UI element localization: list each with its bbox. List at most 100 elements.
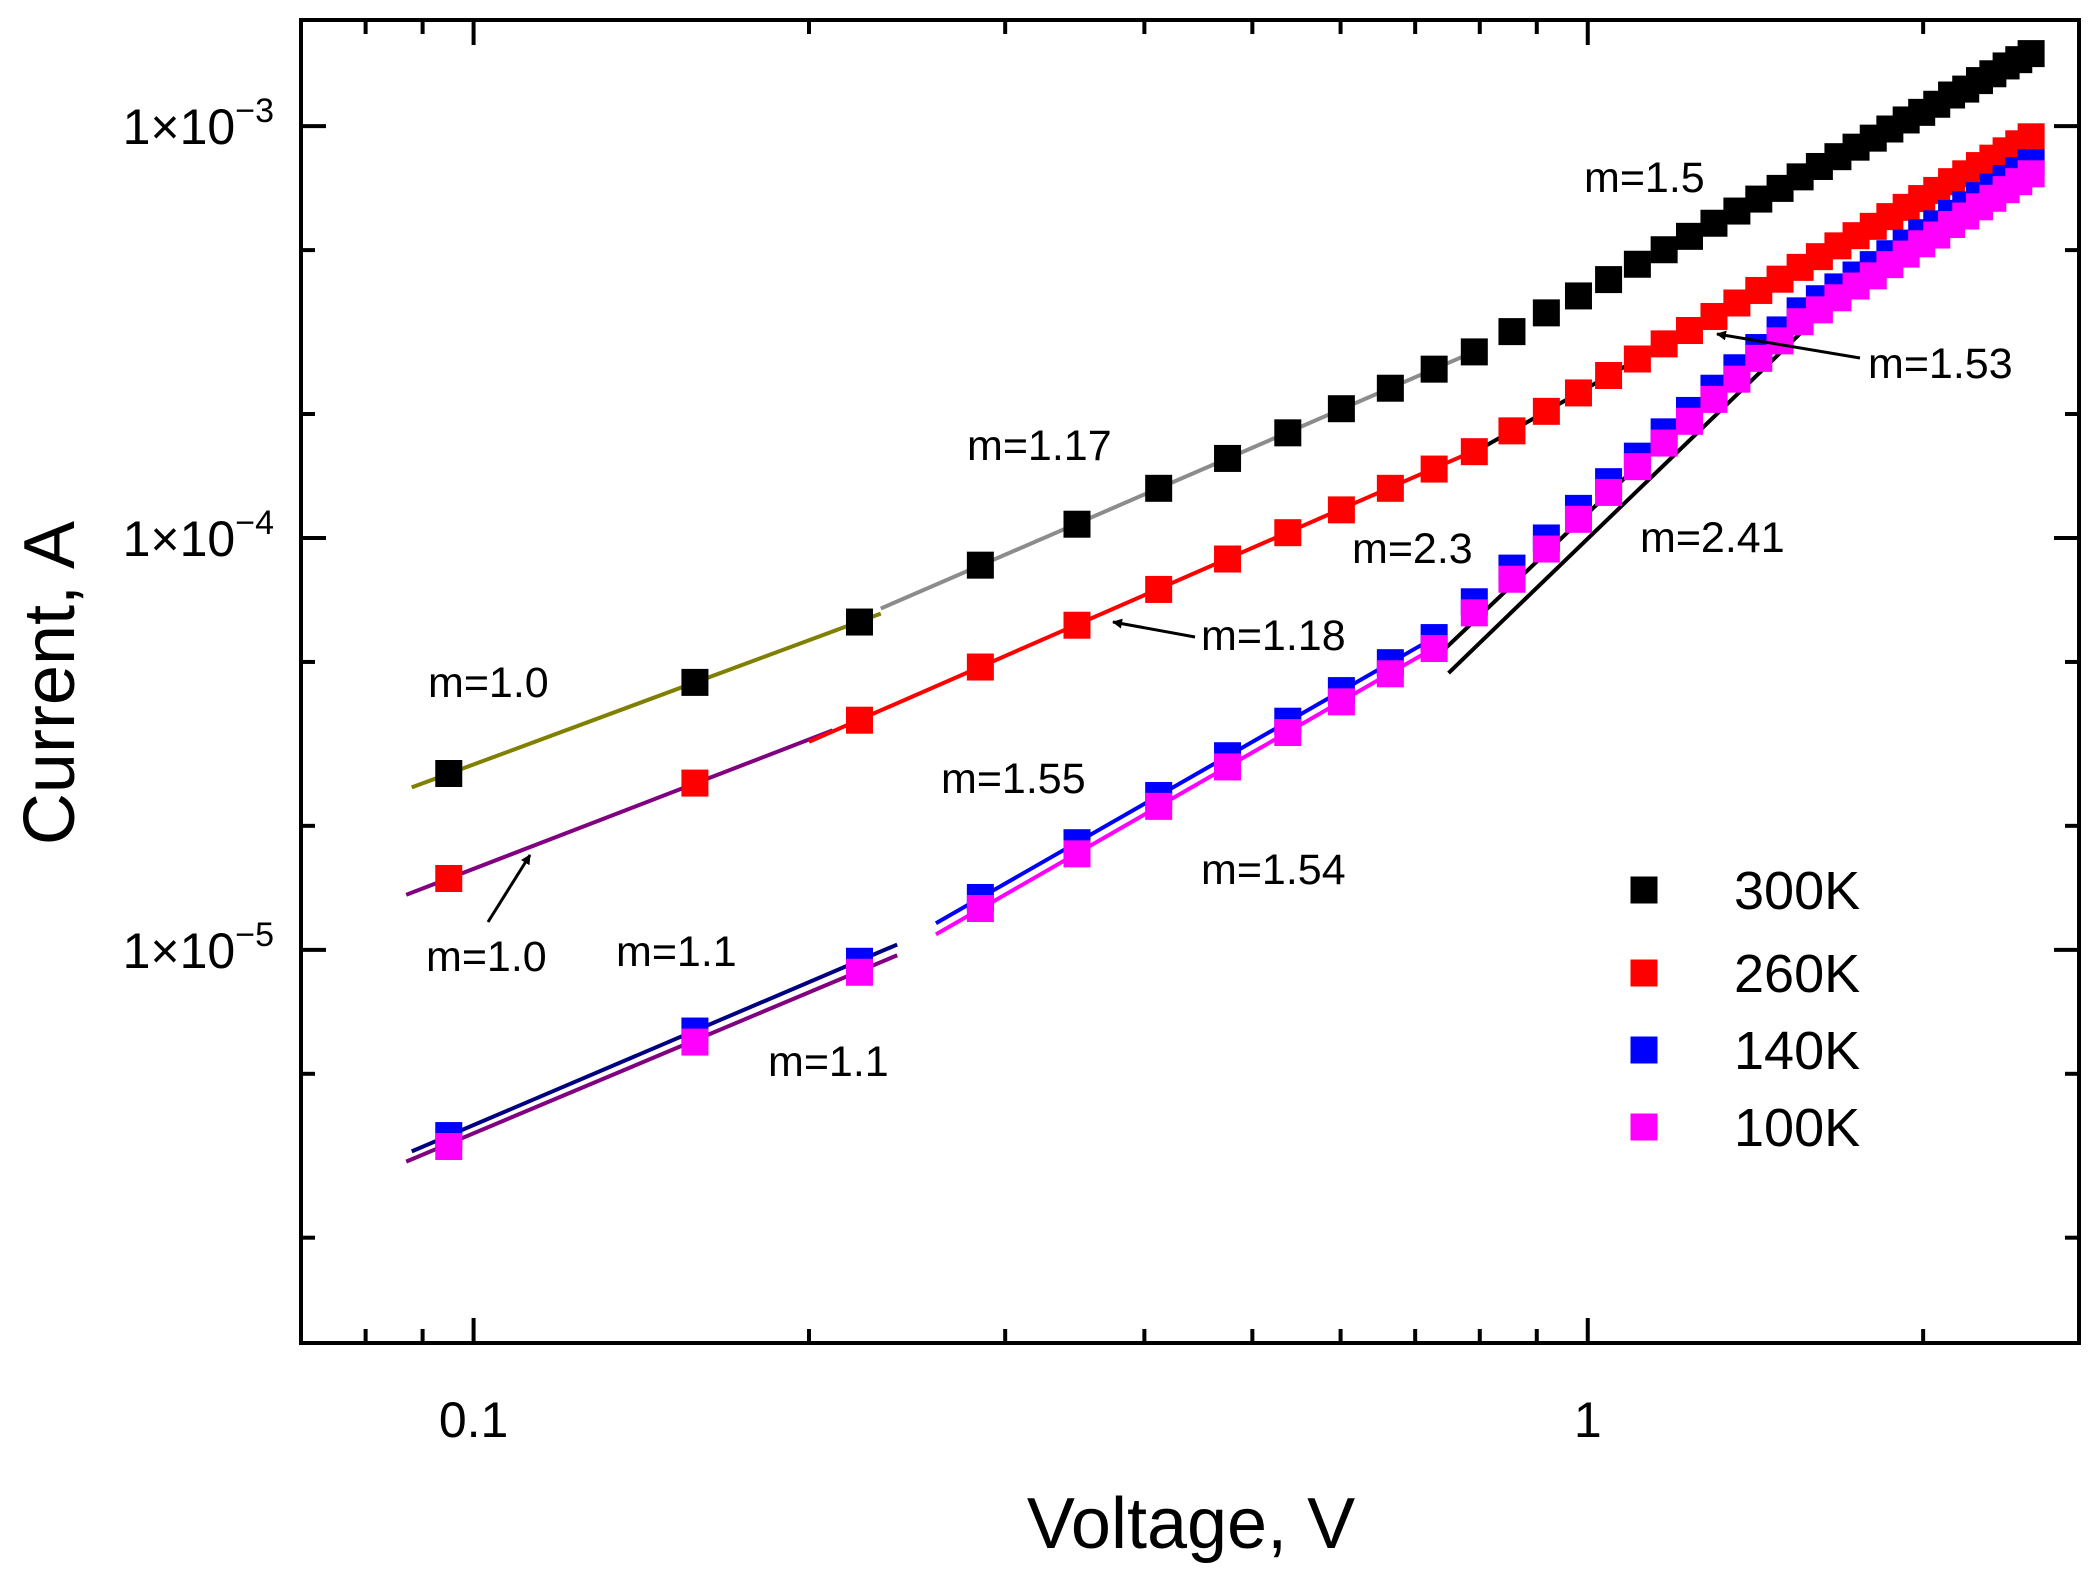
data-point-100K — [1274, 719, 1302, 747]
slope-annotation: m=1.1 — [616, 928, 737, 976]
data-point-260K — [1327, 496, 1355, 524]
data-point-100K — [2017, 160, 2045, 188]
slope-annotation: m=1.0 — [428, 659, 549, 707]
data-point-260K — [681, 769, 709, 797]
legend-marker-260K — [1630, 959, 1658, 987]
legend-label: 100K — [1734, 1098, 1860, 1158]
data-point-300K — [435, 759, 463, 787]
data-point-260K — [966, 653, 994, 681]
annotations: m=1.5 m=1.53 m=1.17 m=2.3 m=2.41 m=1.18 m=1.0 m… — [426, 154, 2013, 1086]
x-axis-title: Voltage, V — [1027, 1484, 1355, 1564]
data-point-260K — [1700, 302, 1728, 330]
fit-line-260K — [808, 446, 1481, 744]
data-point-100K — [1623, 453, 1651, 481]
data-point-300K — [1498, 318, 1526, 346]
data-point-300K — [1532, 299, 1560, 327]
data-point-260K — [2017, 123, 2045, 151]
data-point-300K — [1700, 209, 1728, 237]
data-points — [435, 40, 2045, 1160]
data-point-100K — [1650, 429, 1678, 457]
legend-marker-140K — [1630, 1036, 1658, 1064]
data-point-100K — [1564, 505, 1592, 533]
fit-lines — [405, 237, 1849, 1164]
data-point-100K — [966, 894, 994, 922]
data-point-100K — [435, 1132, 463, 1160]
fit-line-100K — [1447, 317, 1817, 675]
fit-line-100K — [405, 953, 898, 1164]
data-point-260K — [1564, 379, 1592, 407]
data-point-100K — [1460, 599, 1488, 627]
data-point-100K — [1327, 688, 1355, 716]
data-point-260K — [1623, 345, 1651, 373]
data-point-260K — [845, 706, 873, 734]
legend-label: 140K — [1734, 1021, 1860, 1081]
data-point-100K — [1498, 565, 1526, 593]
data-point-300K — [966, 551, 994, 579]
data-point-100K — [1700, 385, 1728, 413]
data-point-260K — [1460, 438, 1488, 466]
slope-annotation: m=1.5 — [1584, 154, 1705, 202]
legend: 300K 260K 140K 100K — [1630, 861, 1860, 1158]
data-point-100K — [1063, 840, 1091, 868]
legend-marker-100K — [1630, 1113, 1658, 1141]
data-point-100K — [1675, 407, 1703, 435]
data-point-260K — [435, 864, 463, 892]
slope-annotation: m=1.53 — [1868, 340, 2013, 388]
slope-annotation: m=2.3 — [1352, 525, 1473, 573]
data-point-300K — [2017, 40, 2045, 68]
data-point-100K — [1532, 535, 1560, 563]
data-point-260K — [1498, 417, 1526, 445]
data-point-260K — [1675, 316, 1703, 344]
fit-line-260K — [405, 728, 834, 897]
data-point-260K — [1376, 474, 1404, 502]
fit-line-300K — [411, 611, 882, 790]
data-point-300K — [1145, 474, 1173, 502]
y-tick-label: 1×10−5 — [123, 916, 274, 979]
data-point-100K — [1595, 478, 1623, 506]
data-point-260K — [1532, 397, 1560, 425]
tick-labels: 0.1 1 1×10−3 1×10−4 1×10−5 — [123, 92, 1602, 1448]
data-point-300K — [1564, 282, 1592, 310]
slope-annotation: m=1.1 — [768, 1038, 889, 1086]
legend-marker-300K — [1630, 876, 1658, 904]
data-point-300K — [1214, 444, 1242, 472]
data-point-300K — [1327, 395, 1355, 423]
y-tick-label: 1×10−3 — [123, 92, 274, 155]
data-point-100K — [681, 1028, 709, 1056]
data-point-300K — [1063, 510, 1091, 538]
data-point-260K — [1420, 455, 1448, 483]
data-point-300K — [1460, 338, 1488, 366]
data-point-100K — [845, 958, 873, 986]
annotation-arrow — [486, 854, 532, 923]
data-point-300K — [681, 668, 709, 696]
fit-line-140K — [410, 942, 898, 1154]
axis-ticks — [301, 20, 2079, 1343]
data-point-260K — [1595, 362, 1623, 390]
data-point-300K — [1420, 355, 1448, 383]
x-tick-label: 0.1 — [439, 1392, 509, 1448]
annotation-arrow — [1112, 618, 1196, 639]
data-point-260K — [1214, 545, 1242, 573]
data-point-100K — [1376, 660, 1404, 688]
legend-label: 260K — [1734, 944, 1860, 1004]
data-point-100K — [1145, 792, 1173, 820]
slope-annotation: m=1.18 — [1201, 612, 1346, 660]
slope-annotation: m=1.54 — [1201, 846, 1346, 894]
annotation-arrow — [1716, 330, 1861, 360]
slope-annotation: m=1.17 — [967, 422, 1112, 470]
data-point-260K — [1650, 330, 1678, 358]
slope-annotation: m=1.55 — [941, 755, 1086, 803]
data-point-300K — [1623, 250, 1651, 278]
data-point-300K — [1376, 374, 1404, 402]
data-point-260K — [1145, 575, 1173, 603]
data-point-300K — [845, 608, 873, 636]
y-axis-title: Current, A — [10, 521, 90, 845]
slope-annotation: m=2.41 — [1640, 514, 1785, 562]
data-point-300K — [1595, 266, 1623, 294]
data-point-260K — [1274, 519, 1302, 547]
data-point-300K — [1274, 419, 1302, 447]
x-tick-label: 1 — [1574, 1392, 1602, 1448]
data-point-100K — [1420, 635, 1448, 663]
data-point-100K — [1214, 753, 1242, 781]
